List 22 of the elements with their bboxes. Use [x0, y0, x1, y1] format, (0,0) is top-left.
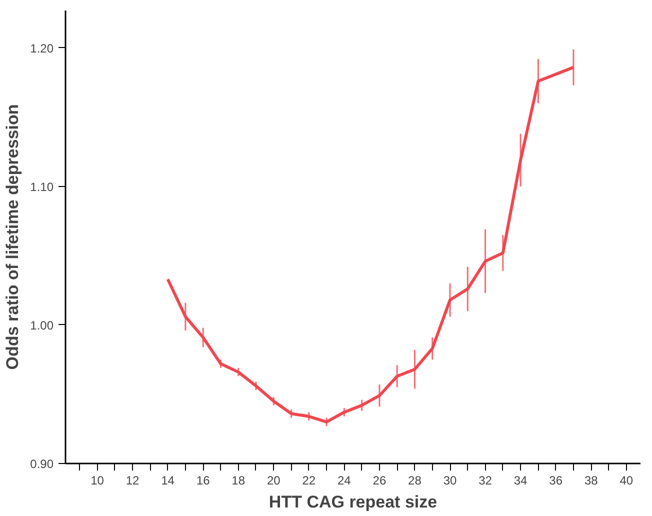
- x-tick-label: 40: [620, 474, 634, 488]
- x-tick-label: 30: [443, 474, 458, 488]
- y-tick-label: 0.90: [30, 457, 54, 471]
- x-tick-label: 14: [161, 474, 175, 488]
- x-tick-label: 26: [372, 474, 386, 488]
- y-axis-title: Odds ratio of lifetime depression: [3, 104, 22, 370]
- x-tick-label: 28: [408, 474, 422, 488]
- x-tick-label: 34: [514, 474, 528, 488]
- x-tick-label: 10: [90, 474, 104, 488]
- y-tick-label: 1.20: [30, 41, 54, 56]
- x-tick-label: 16: [196, 474, 210, 488]
- x-tick-label: 24: [338, 474, 352, 488]
- x-tick-label: 20: [266, 474, 281, 488]
- y-tick-label: 1.10: [30, 180, 54, 194]
- y-tick-label: 1.00: [30, 318, 54, 332]
- x-tick-label: 32: [478, 474, 492, 488]
- x-tick-label: 36: [549, 474, 563, 488]
- x-tick-label: 12: [126, 474, 140, 488]
- x-tick-label: 22: [302, 474, 316, 488]
- x-tick-label: 18: [232, 474, 246, 488]
- x-axis-title: HTT CAG repeat size: [268, 492, 438, 512]
- x-tick-label: 38: [584, 474, 598, 488]
